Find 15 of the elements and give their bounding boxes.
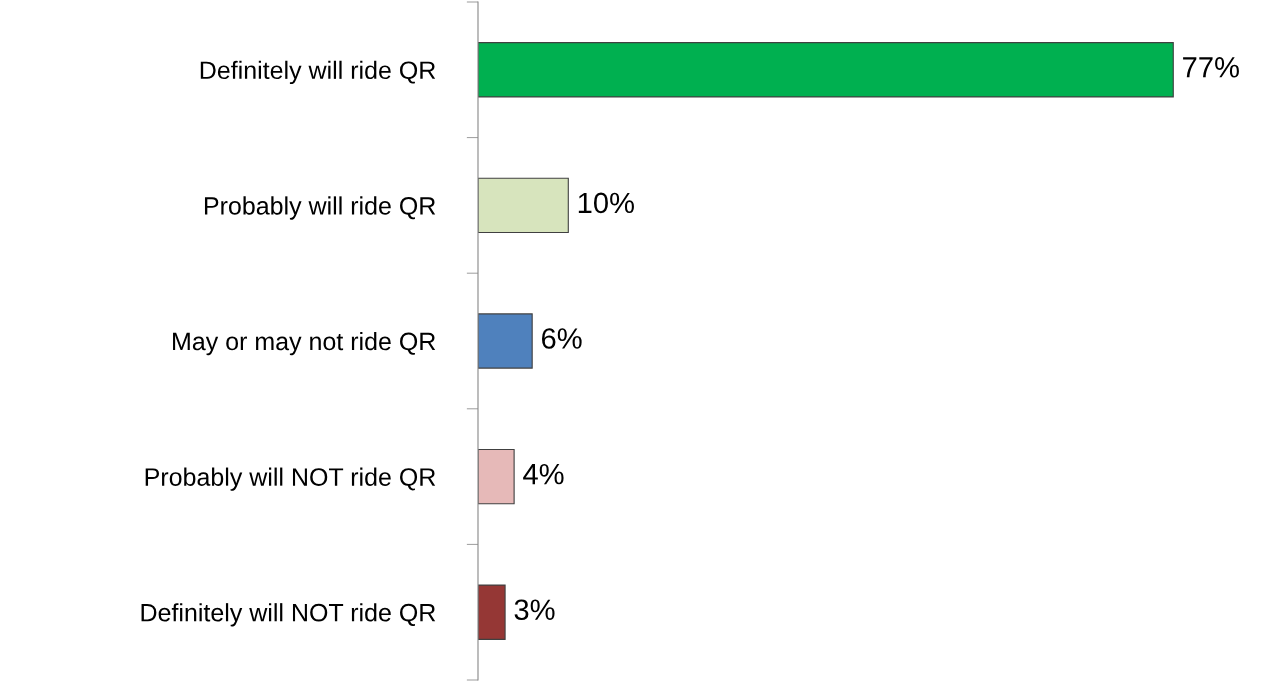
y-tick-label: Definitely will ride QR <box>200 60 436 85</box>
bar <box>478 584 506 640</box>
data-label: 10% <box>578 192 634 214</box>
y-tick-label: Probably will ride QR <box>204 196 436 220</box>
y-tick-label: Probably will NOT ride QR <box>145 467 436 491</box>
bar <box>478 448 515 505</box>
y-tick-label: Definitely will NOT ride QR <box>141 603 436 627</box>
bar <box>478 177 569 234</box>
y-tick-label: May or may not ride QR <box>173 331 436 356</box>
bar <box>478 42 1174 98</box>
data-label: 77% <box>1183 57 1239 78</box>
data-label: 4% <box>523 463 564 485</box>
data-label: 6% <box>541 328 582 349</box>
data-label: 3% <box>514 599 555 621</box>
bar <box>478 313 533 369</box>
